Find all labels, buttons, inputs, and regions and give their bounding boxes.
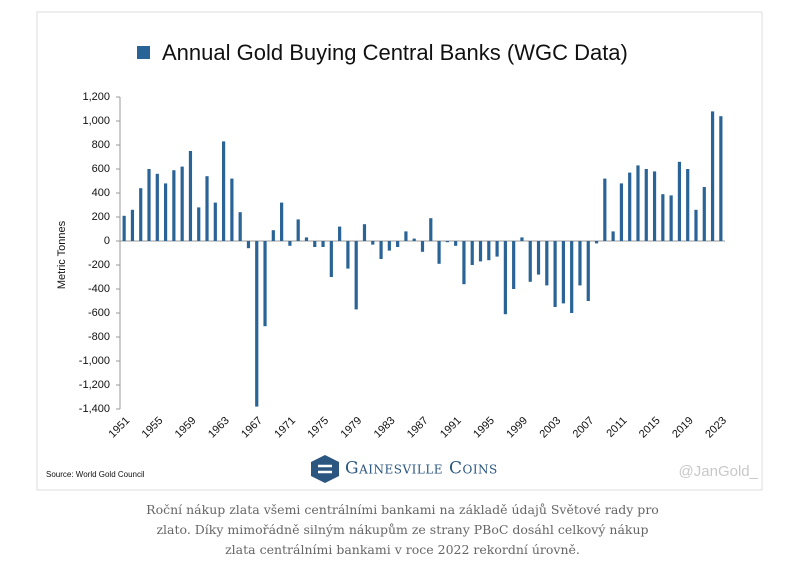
bar: [354, 241, 358, 310]
y-axis-label: Metric Tonnes: [56, 220, 68, 289]
watermark: @JanGold_: [679, 463, 759, 480]
bar: [528, 241, 532, 282]
bar: [155, 173, 159, 241]
bar: [495, 241, 499, 257]
y-tick-label: -400: [88, 283, 110, 295]
bar: [628, 172, 632, 241]
bar: [321, 241, 325, 247]
bar: [570, 241, 574, 313]
bar: [147, 169, 151, 241]
bar: [130, 209, 135, 241]
y-tick-label: 1,200: [82, 91, 110, 103]
y-tick-label: 400: [92, 187, 110, 199]
bar: [694, 209, 698, 241]
bar: [586, 241, 590, 301]
bar: [702, 187, 706, 241]
legend-swatch: [137, 46, 150, 59]
bar: [197, 207, 201, 241]
bar: [636, 165, 640, 241]
bar: [412, 238, 416, 241]
bar: [437, 241, 441, 264]
y-tick-label: -600: [88, 307, 110, 319]
bar: [230, 178, 234, 241]
source: Source: World Gold Council: [46, 470, 145, 479]
bar: [478, 241, 483, 262]
y-tick-label: 200: [92, 211, 110, 223]
bar: [503, 241, 507, 315]
bar: [561, 241, 565, 304]
bar: [221, 141, 226, 241]
bar: [255, 241, 259, 407]
bar: [238, 212, 242, 241]
chart-frame: [36, 11, 763, 491]
bar: [553, 241, 557, 307]
bar: [172, 170, 176, 241]
bar: [619, 183, 624, 241]
bar: [362, 224, 367, 241]
bar: [379, 241, 383, 259]
bar: [404, 231, 408, 241]
bar: [296, 219, 300, 241]
y-tick-label: 800: [92, 139, 110, 151]
bar: [462, 241, 466, 285]
bar: [652, 171, 657, 241]
bar: [545, 241, 549, 286]
bar: [603, 178, 607, 241]
bar: [271, 230, 275, 241]
bar: [520, 237, 524, 241]
bar: [669, 195, 673, 241]
bar: [686, 169, 690, 241]
bar: [719, 116, 723, 241]
y-tick-label: -1,000: [79, 355, 110, 367]
bar: [387, 241, 391, 251]
y-tick-label: -200: [88, 259, 110, 271]
bar: [429, 218, 433, 241]
bar: [188, 151, 193, 241]
bar: [578, 241, 582, 286]
bar: [420, 241, 425, 252]
bar: [304, 237, 309, 241]
bar: [644, 169, 648, 241]
bar: [594, 241, 599, 244]
bar: [487, 241, 491, 261]
bar: [205, 176, 209, 241]
bar: [710, 111, 715, 242]
chart: Metric Tonnes Source: World Gold Council…: [36, 11, 763, 491]
bar: [396, 241, 400, 247]
bar: [454, 241, 458, 246]
logo-icon: [311, 455, 339, 483]
bar: [122, 215, 126, 241]
caption: Roční nákup zlata všemi centrálními bank…: [146, 502, 659, 557]
bar: [313, 241, 317, 247]
bar: [536, 241, 541, 275]
y-tick-label: 600: [92, 163, 110, 175]
bar: [346, 241, 350, 269]
bar: [180, 166, 184, 241]
bar: [288, 241, 292, 246]
bar: [445, 241, 449, 243]
y-tick-label: 0: [104, 235, 110, 247]
y-tick-label: -800: [88, 331, 110, 343]
bar: [263, 241, 267, 327]
bar: [371, 241, 375, 245]
y-tick-label: 1,000: [82, 115, 110, 127]
bar: [280, 202, 284, 241]
bar: [611, 231, 615, 241]
branding: Gainesville Coins: [345, 459, 498, 479]
bar: [338, 226, 342, 241]
bar: [163, 183, 168, 241]
bar: [139, 188, 143, 241]
y-tick-label: -1,400: [79, 403, 110, 415]
bar: [329, 241, 333, 277]
legend-label: Annual Gold Buying Central Banks (WGC Da…: [162, 40, 628, 65]
bar: [677, 161, 682, 241]
bar: [661, 194, 665, 241]
bar: [213, 202, 217, 241]
bar: [470, 241, 474, 265]
y-tick-label: -1,200: [79, 379, 110, 391]
bar: [512, 241, 516, 289]
bar: [246, 241, 251, 249]
